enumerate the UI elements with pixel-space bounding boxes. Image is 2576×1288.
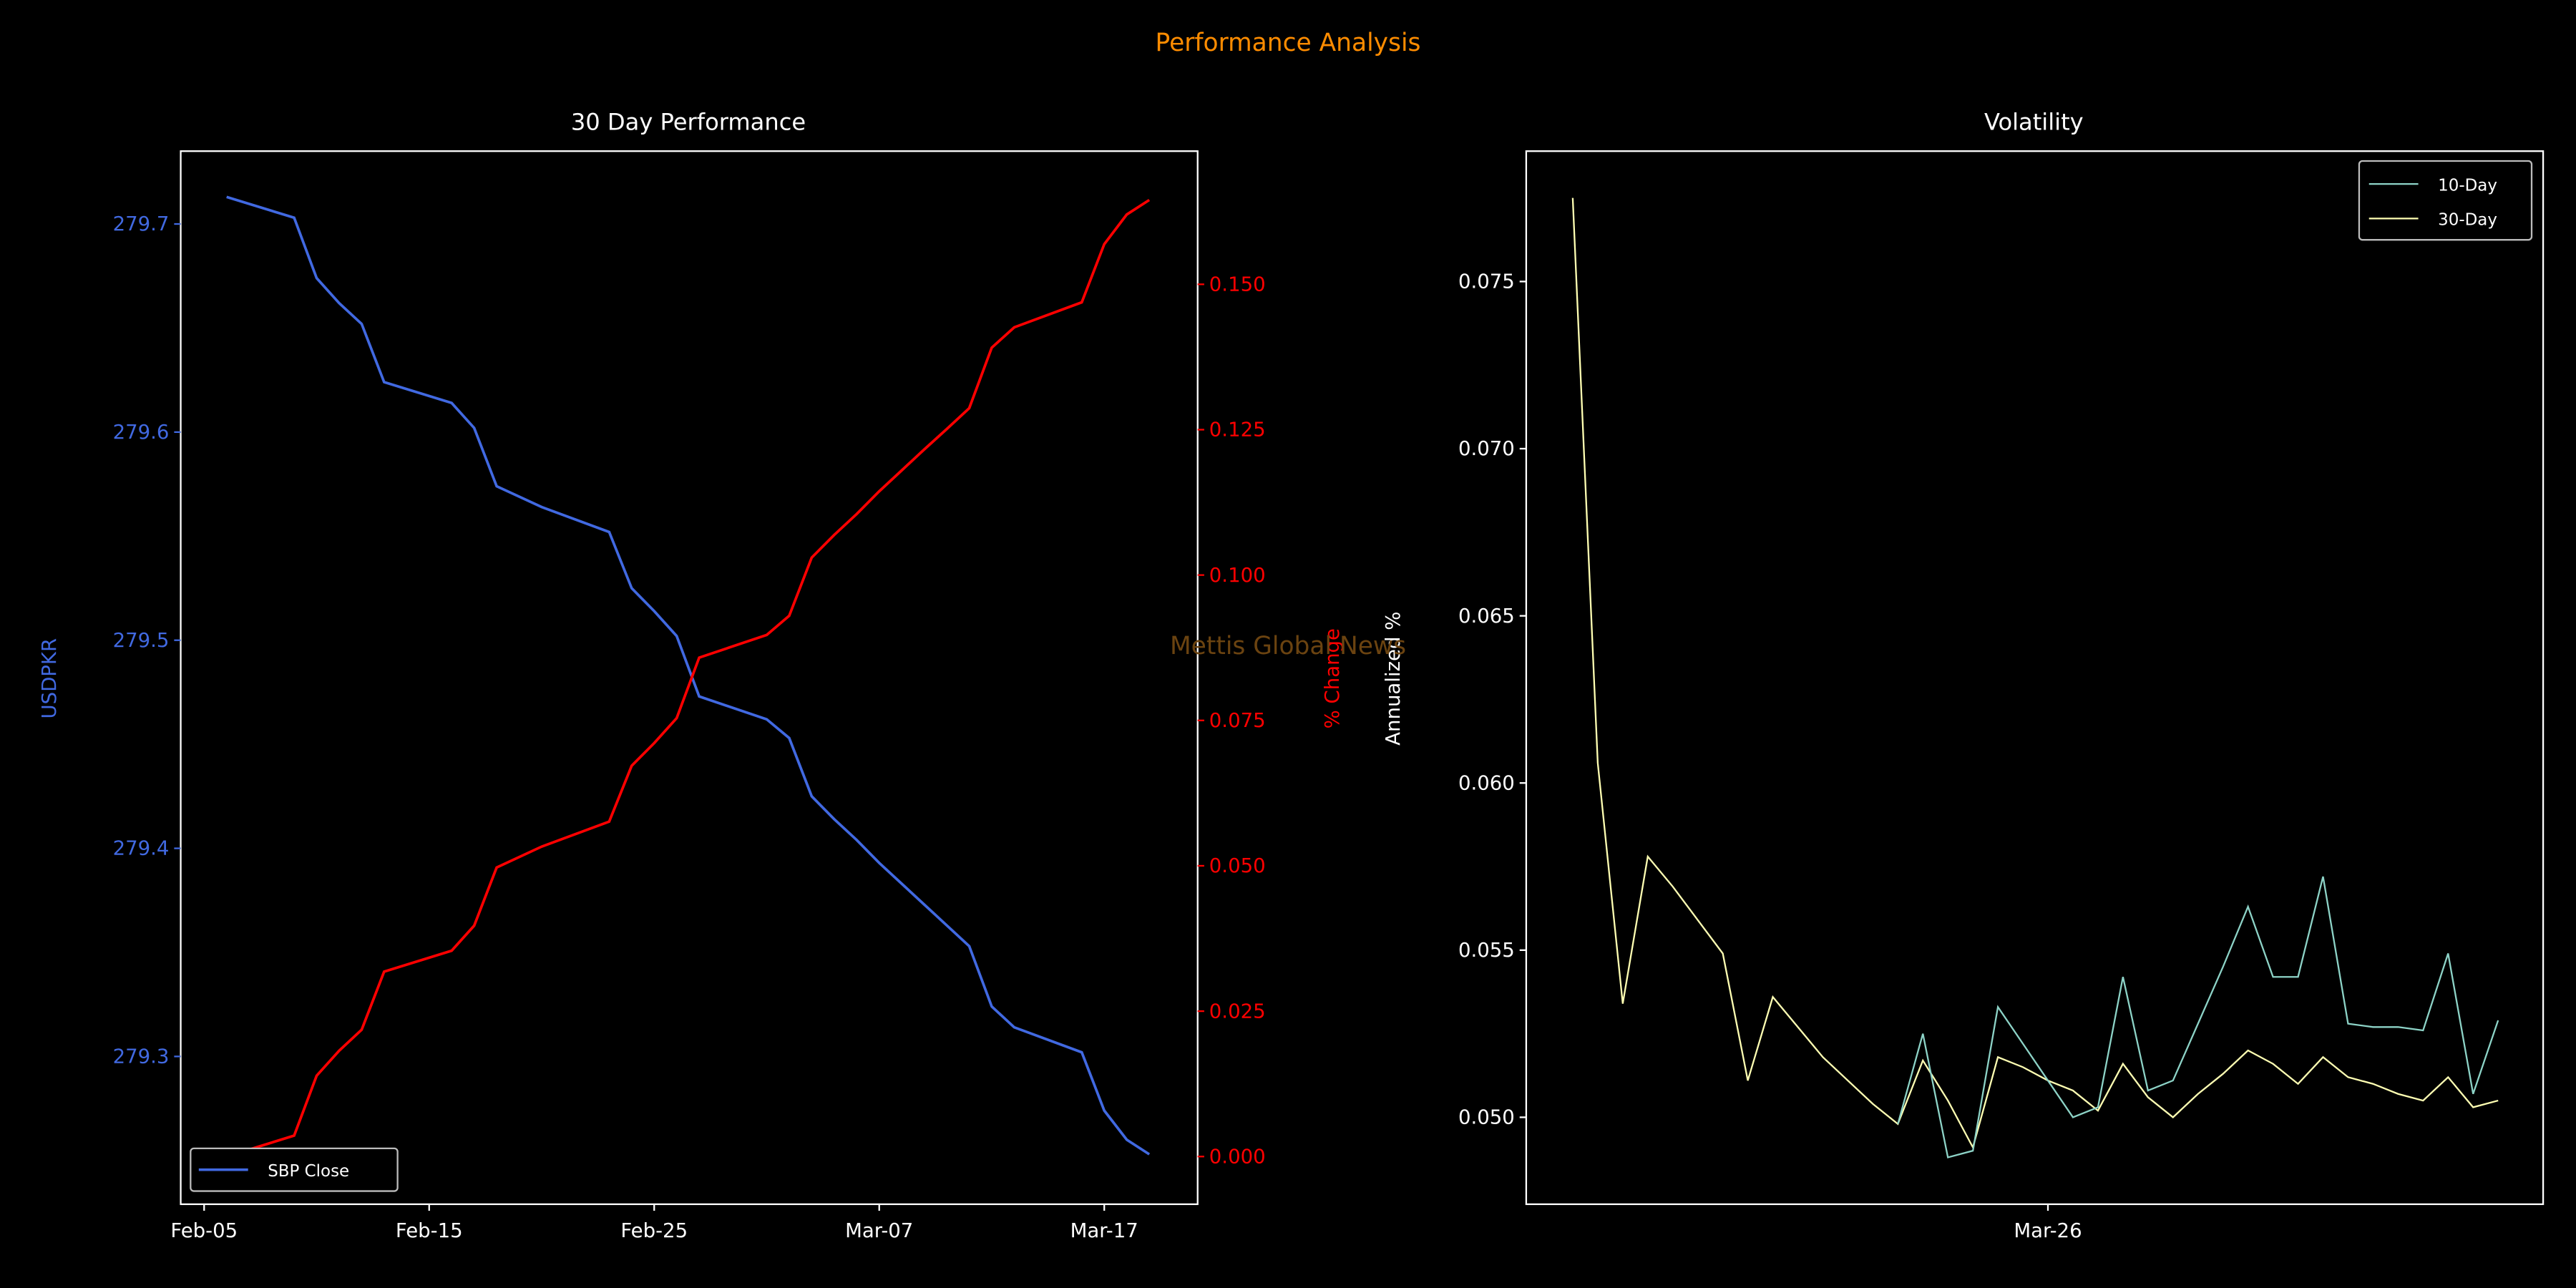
y-tick-label: 279.3 (113, 1045, 170, 1068)
right-y-tick-label: 0.075 (1209, 709, 1266, 732)
volatility-chart: Mar-26 0.050 0.055 0.060 0.065 0.070 0.075 10-D… (1458, 150, 2545, 1242)
y-tick-label: 0.060 (1458, 771, 1515, 794)
volatility-y-axis-label: Annualized % (1382, 612, 1405, 746)
y-tick-label: 0.065 (1458, 605, 1515, 628)
plot-frame (1525, 150, 2545, 1206)
right-y-tick-label: 0.050 (1209, 854, 1266, 877)
y-tick-label: 0.055 (1458, 939, 1515, 962)
x-tick-label: Mar-26 (2014, 1219, 2082, 1242)
plot-frame (180, 150, 1199, 1206)
series-line-30-day (1571, 197, 2499, 1150)
left-y-axis-label: USDPKR (38, 638, 61, 719)
legend-label: 30-Day (2438, 211, 2497, 230)
right-y-tick-label: 0.100 (1209, 564, 1266, 587)
x-tick-label: Mar-07 (845, 1219, 913, 1242)
x-tick-label: Feb-15 (396, 1219, 463, 1242)
right-y-tick-label: 0.000 (1209, 1145, 1266, 1168)
legend-label: 10-Day (2438, 176, 2497, 195)
legend: SBP Close (190, 1147, 399, 1192)
y-tick-label: 279.4 (113, 837, 170, 860)
right-y-tick-label: 0.125 (1209, 419, 1266, 441)
legend-box (190, 1147, 399, 1192)
y-tick-label: 279.7 (113, 213, 170, 235)
y-tick-label: 0.075 (1458, 270, 1515, 293)
right-y-tick-label: 0.025 (1209, 1000, 1266, 1023)
x-tick-label: Feb-05 (170, 1219, 238, 1242)
legend-box (2358, 160, 2533, 241)
watermark: Mettis Global News (1170, 632, 1406, 660)
legend: 10-Day 30-Day (2358, 160, 2533, 241)
x-tick-label: Mar-17 (1070, 1219, 1138, 1242)
performance-chart: Feb-05 Feb-15 Feb-25 Mar-07 Mar-17 279.3 279.4… (113, 150, 1266, 1242)
y-tick-label: 279.6 (113, 421, 170, 444)
x-tick-label: Feb-25 (620, 1219, 688, 1242)
y-tick-label: 279.5 (113, 629, 170, 652)
legend-label: SBP Close (268, 1162, 349, 1181)
right-y-tick-label: 0.150 (1209, 273, 1266, 296)
right-y-axis-label: % Change (1321, 628, 1344, 728)
right-chart-title: Volatility (1984, 108, 2084, 135)
y-tick-label: 0.070 (1458, 437, 1515, 460)
figure-title: Performance Analysis (1156, 29, 1421, 57)
y-tick-label: 0.050 (1458, 1106, 1515, 1129)
left-chart-title: 30 Day Performance (571, 108, 806, 135)
